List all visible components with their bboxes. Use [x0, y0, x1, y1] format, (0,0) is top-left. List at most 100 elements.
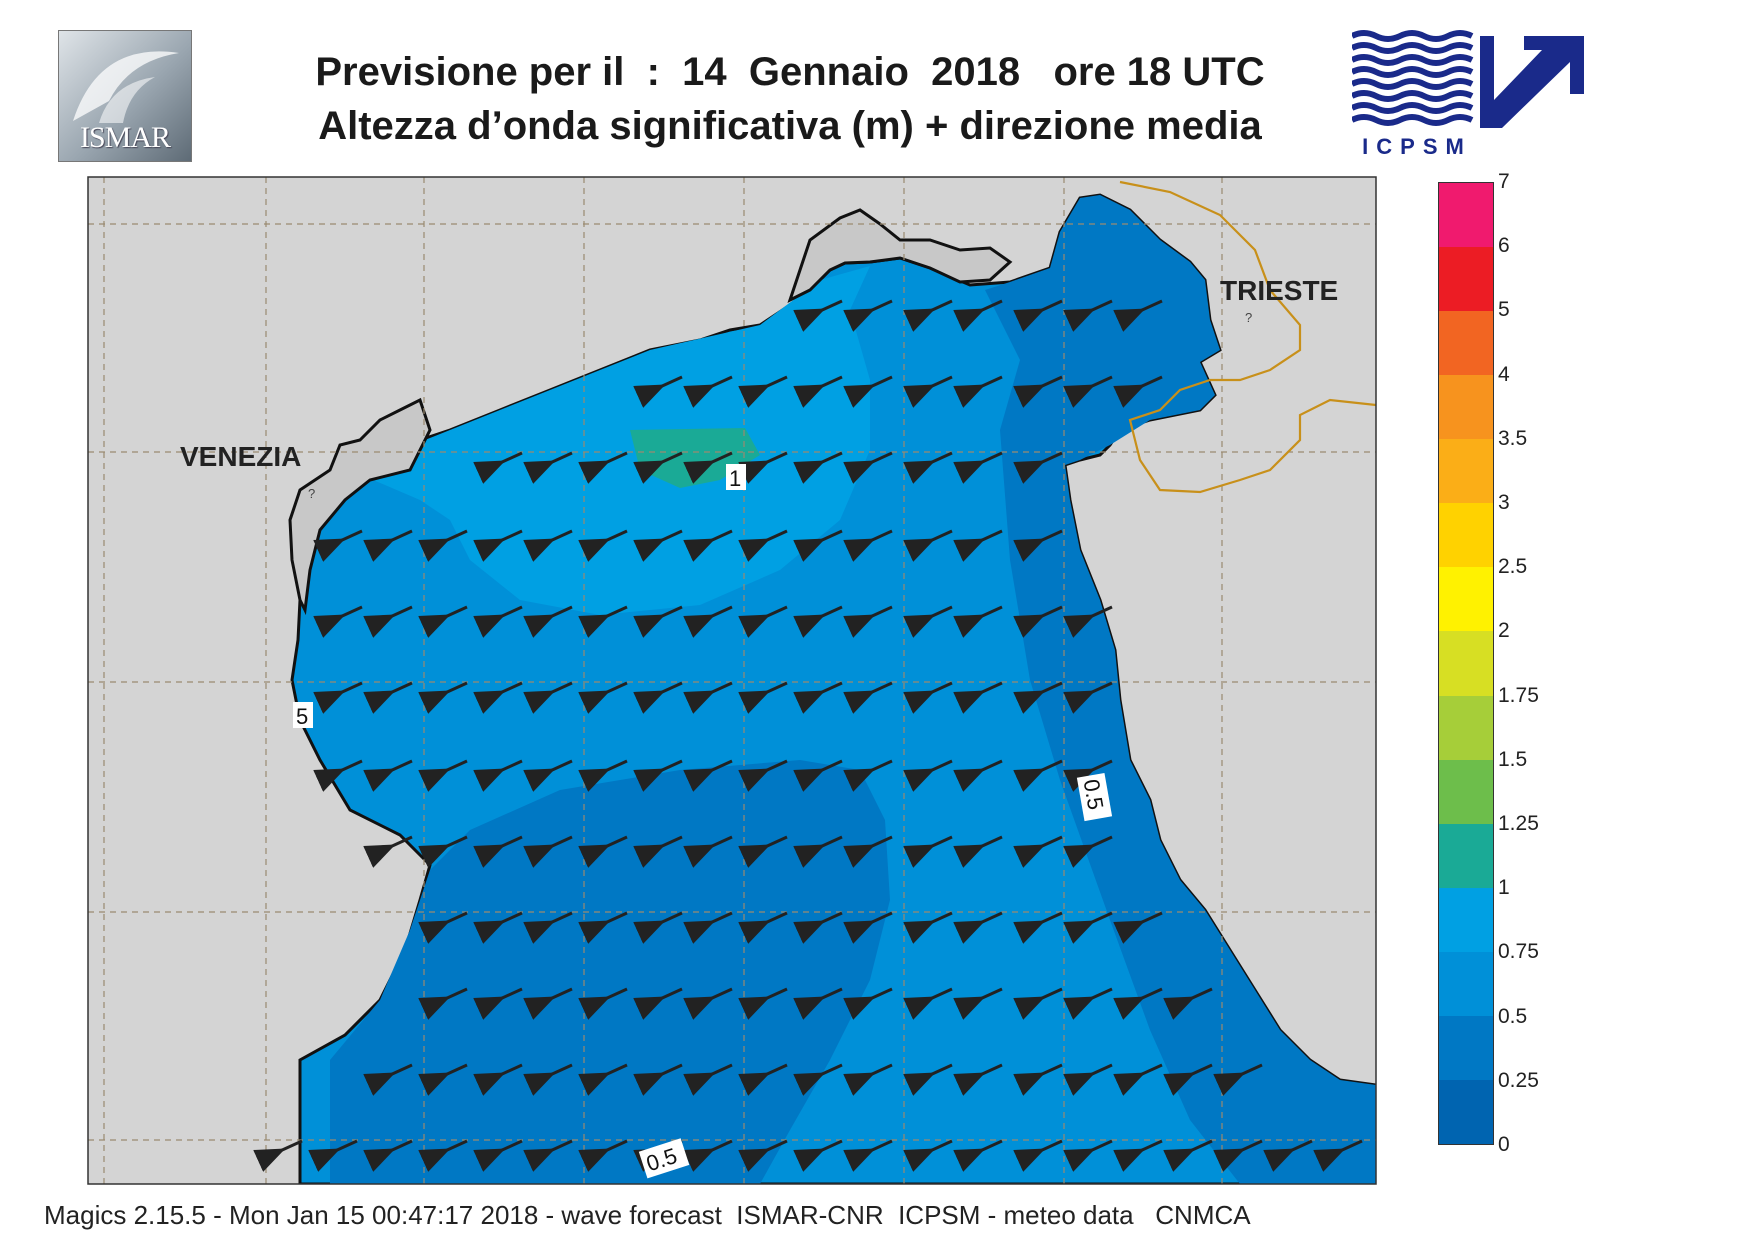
wave-direction-arrow-icon — [903, 605, 953, 638]
wave-direction-arrow-icon — [313, 759, 363, 792]
wave-direction-arrow-icon — [473, 1139, 523, 1172]
colorbar-tick-label: 4 — [1498, 362, 1510, 386]
wave-direction-arrow-icon — [953, 299, 1003, 332]
wave-direction-arrow-icon — [473, 681, 523, 714]
wave-direction-arrow-icon — [843, 529, 893, 562]
wave-direction-arrow-icon — [683, 1063, 733, 1096]
wave-direction-arrow-icon — [1063, 375, 1113, 408]
wave-direction-arrow-icon — [418, 1139, 468, 1172]
wave-direction-arrow-icon — [738, 911, 788, 944]
wave-direction-arrow-icon — [1013, 1139, 1063, 1172]
wave-direction-arrow-icon — [793, 299, 843, 332]
wave-direction-arrow-icon — [1013, 529, 1063, 562]
wave-direction-arrow-icon — [313, 529, 363, 562]
colorbar-tick-label: 0 — [1498, 1133, 1510, 1156]
wave-direction-arrow-icon — [843, 835, 893, 868]
contour-label-group-3: 0.5 — [1076, 772, 1113, 822]
colorbar-tick-label: 0.25 — [1498, 1068, 1539, 1092]
wave-direction-arrow-icon — [523, 605, 573, 638]
wave-direction-arrow-icon — [793, 911, 843, 944]
wave-direction-arrow-icon — [953, 759, 1003, 792]
colorbar-tick-label: 2 — [1498, 619, 1510, 643]
wave-direction-arrow-icon — [738, 759, 788, 792]
wave-direction-arrow-icon — [1013, 299, 1063, 332]
trieste-marker-icon: ? — [1245, 310, 1252, 325]
wave-direction-arrow-icon — [1013, 759, 1063, 792]
wave-direction-arrow-icon — [843, 911, 893, 944]
wave-direction-arrow-icon — [1063, 759, 1113, 792]
wave-direction-arrow-icon — [1063, 299, 1113, 332]
wave-direction-arrow-icon — [418, 987, 468, 1020]
icpsm-logo-label: ICPSM — [1362, 134, 1472, 159]
wave-direction-arrow-icon — [953, 605, 1003, 638]
wave-direction-arrow-icon — [578, 987, 628, 1020]
wave-direction-arrow-icon — [313, 681, 363, 714]
wave-direction-arrow-icon — [1013, 681, 1063, 714]
place-label-venezia: VENEZIA — [180, 441, 301, 472]
wave-direction-arrow-icon — [738, 375, 788, 408]
wave-direction-arrow-icon — [1013, 605, 1063, 638]
wave-direction-arrow-icon — [843, 451, 893, 484]
wave-direction-arrow-icon — [903, 911, 953, 944]
wave-direction-arrow-icon — [523, 1063, 573, 1096]
wave-direction-arrow-icon — [1063, 987, 1113, 1020]
wave-direction-arrow-icon — [473, 529, 523, 562]
wave-direction-arrow-icon — [1013, 451, 1063, 484]
wave-direction-arrow-icon — [1063, 1063, 1113, 1096]
colorbar-tick-label: 0.5 — [1498, 1004, 1528, 1028]
wave-height-colorbar — [1438, 182, 1494, 1145]
wave-direction-arrow-icon — [903, 987, 953, 1020]
wave-direction-arrow-icon — [793, 1063, 843, 1096]
wave-direction-arrow-icon — [793, 529, 843, 562]
wave-direction-arrow-icon — [738, 1063, 788, 1096]
wave-direction-arrow-icon — [793, 835, 843, 868]
wave-direction-arrow-icon — [903, 375, 953, 408]
wave-direction-arrow-icon — [418, 911, 468, 944]
wave-direction-arrow-icon — [363, 529, 413, 562]
wave-direction-arrow-icon — [683, 529, 733, 562]
wave-direction-arrow-icon — [1063, 1139, 1113, 1172]
wave-direction-arrow-icon — [793, 759, 843, 792]
colorbar-tick-label: 5 — [1498, 298, 1510, 322]
wave-direction-arrow-icon — [683, 759, 733, 792]
venezia-marker-icon: ? — [308, 486, 315, 501]
wave-direction-arrow-icon — [738, 1139, 788, 1172]
colorbar-bin — [1439, 759, 1493, 825]
colorbar-tick-label: 1.75 — [1498, 683, 1539, 707]
wave-direction-arrow-icon — [738, 987, 788, 1020]
wave-direction-arrow-icon — [1163, 1139, 1213, 1172]
place-label-trieste: TRIESTE — [1220, 275, 1338, 306]
wave-direction-arrow-icon — [843, 759, 893, 792]
wave-direction-arrow-icon — [473, 987, 523, 1020]
colorbar-tick-label: 2.5 — [1498, 555, 1528, 579]
colorbar-bin — [1439, 183, 1493, 248]
contour-label-group-2: 5 — [293, 702, 313, 729]
wave-direction-arrow-icon — [308, 1139, 358, 1172]
wave-direction-arrow-icon — [843, 605, 893, 638]
variable-title: Altezza d’onda significativa (m) + direz… — [318, 104, 1262, 148]
wave-direction-arrow-icon — [1013, 911, 1063, 944]
wave-direction-arrow-icon — [363, 681, 413, 714]
colorbar-bin — [1439, 695, 1493, 761]
wave-direction-arrow-icon — [1013, 835, 1063, 868]
wave-direction-arrow-icon — [793, 375, 843, 408]
grado-marano-lagoon-land — [787, 208, 1013, 303]
contour-label-group-1: 1 — [726, 464, 746, 491]
wave-direction-arrow-icon — [578, 605, 628, 638]
wave-direction-arrow-icon — [903, 451, 953, 484]
wave-direction-arrow-icon — [473, 911, 523, 944]
wave-direction-arrow-icon — [363, 1139, 413, 1172]
wave-direction-arrow-icon — [843, 681, 893, 714]
wave-direction-arrow-icon — [1063, 681, 1113, 714]
wave-direction-arrow-icon — [578, 1063, 628, 1096]
wave-direction-arrow-icon — [523, 451, 573, 484]
icpsm-logo — [1352, 30, 1584, 128]
wave-direction-arrow-icon — [793, 451, 843, 484]
wave-direction-arrow-icon — [1313, 1139, 1363, 1172]
wave-direction-arrow-icon — [523, 835, 573, 868]
wave-direction-arrow-icon — [633, 375, 683, 408]
wave-direction-arrow-icon — [683, 375, 733, 408]
wave-direction-arrow-icon — [633, 1063, 683, 1096]
wave-direction-arrow-icon — [1113, 911, 1163, 944]
